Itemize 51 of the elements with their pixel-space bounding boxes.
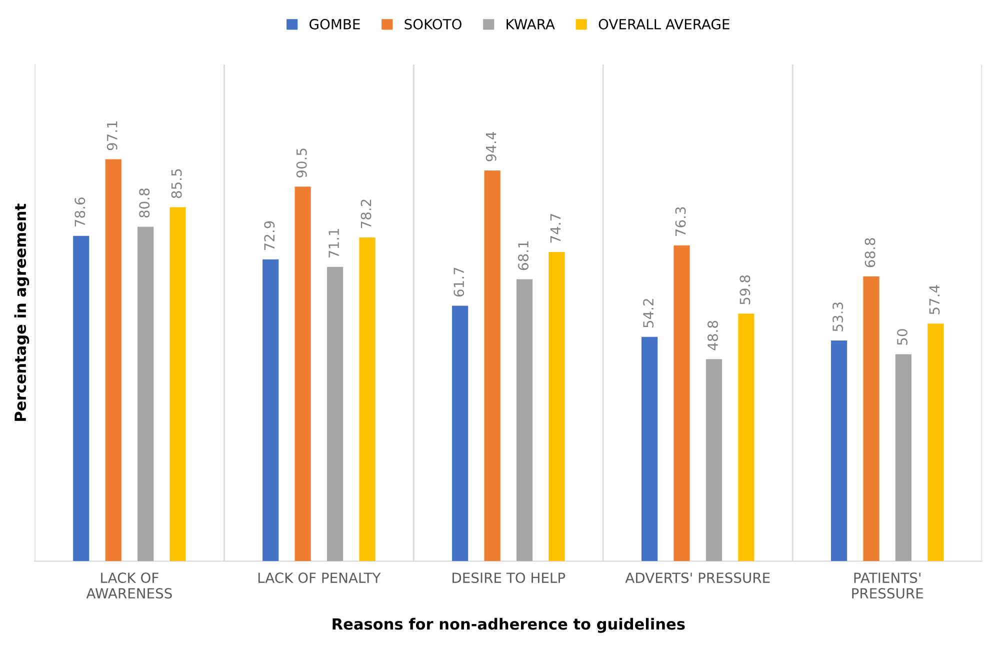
data-label: 78.2 [360,200,372,228]
data-label: 94.4 [486,132,496,162]
x-tick-label: ADVERTS' PRESSURE [625,572,770,584]
data-label: 57.4 [929,285,940,314]
data-label: 68.1 [518,241,529,270]
data-label: 74.7 [550,214,561,243]
legend-label: OVERALL AVERAGE [598,18,730,30]
bar [895,354,912,562]
x-axis-title: Reasons for non-adherence to guidelines [332,618,685,633]
data-label: 61.7 [454,268,464,297]
bar [928,324,944,562]
bar [642,336,658,562]
bar [138,226,154,562]
bar [359,238,376,562]
legend-label: GOMBE [310,18,360,30]
bar [548,252,565,562]
data-label: 78.6 [74,198,86,226]
x-tick-label: LACK OF PENALTY [258,572,381,584]
bar [105,159,122,562]
y-axis-title: Percentage in agreement [14,204,30,421]
bar [326,266,344,562]
bar [294,186,311,562]
data-label: 80.8 [139,188,150,218]
data-label: 76.3 [675,207,686,236]
data-label: 72.9 [264,221,275,250]
bar [674,245,690,562]
x-tick-label: LACK OF AWARENESS [86,572,172,599]
bar [516,279,533,562]
bar [170,207,186,562]
bar [863,276,880,562]
bar [452,306,468,562]
bar [484,170,500,562]
bar [706,359,722,562]
legend-label: KWARA [506,19,555,30]
bar [73,236,90,562]
data-label: 53.3 [832,302,844,332]
data-label: 54.2 [643,299,654,328]
bar [830,340,848,562]
x-tick-label: PATIENTS' PRESSURE [852,572,923,599]
data-label: 68.8 [864,238,876,268]
bar [738,314,754,562]
x-tick-label: DESIRE TO HELP [452,572,566,584]
bar [262,259,279,562]
data-label: 50 [896,329,908,345]
data-label: 59.8 [740,275,750,304]
data-label: 85.5 [171,169,182,198]
data-label: 97.1 [106,121,118,150]
data-label: 48.8 [708,320,718,350]
legend-label: SOKOTO [404,18,462,30]
data-label: 90.5 [296,148,307,178]
data-label: 71.1 [328,228,339,258]
